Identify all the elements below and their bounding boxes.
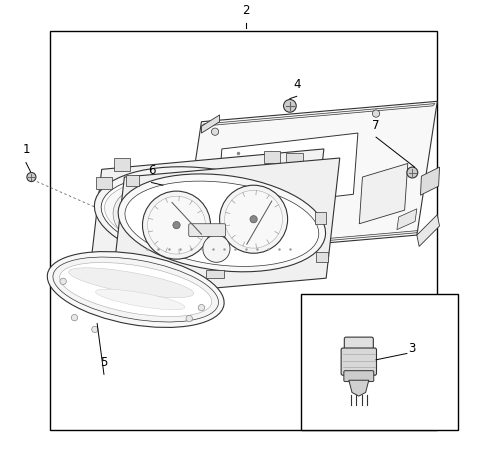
Bar (301, 294, 457, 430)
Circle shape (407, 167, 418, 178)
Circle shape (27, 173, 36, 181)
Polygon shape (181, 226, 204, 256)
Polygon shape (183, 230, 418, 253)
Circle shape (198, 305, 204, 311)
Circle shape (186, 316, 192, 322)
Bar (316, 252, 327, 262)
Polygon shape (181, 169, 202, 199)
Bar (315, 213, 326, 224)
Text: 1: 1 (22, 143, 30, 156)
Circle shape (284, 99, 296, 112)
Text: 4: 4 (293, 78, 300, 91)
Bar (302, 211, 318, 224)
Polygon shape (397, 209, 417, 229)
FancyBboxPatch shape (344, 371, 374, 382)
Circle shape (372, 110, 380, 117)
Ellipse shape (96, 289, 185, 310)
FancyBboxPatch shape (344, 337, 373, 354)
Polygon shape (111, 158, 340, 297)
Circle shape (219, 185, 288, 253)
Polygon shape (202, 115, 219, 133)
Polygon shape (417, 215, 440, 246)
Ellipse shape (95, 167, 313, 267)
Circle shape (211, 128, 219, 135)
Ellipse shape (248, 187, 291, 230)
Circle shape (143, 191, 211, 259)
Circle shape (250, 216, 257, 223)
Text: 7: 7 (372, 119, 380, 132)
FancyBboxPatch shape (341, 348, 376, 375)
Polygon shape (181, 101, 437, 256)
Bar (206, 270, 224, 278)
Bar (299, 249, 315, 262)
Polygon shape (420, 167, 440, 195)
Ellipse shape (69, 268, 194, 298)
Circle shape (203, 235, 230, 262)
Ellipse shape (179, 183, 242, 237)
FancyBboxPatch shape (189, 224, 226, 236)
Bar (49, 31, 437, 430)
Circle shape (148, 196, 205, 254)
Ellipse shape (113, 187, 177, 242)
Ellipse shape (125, 181, 319, 267)
Polygon shape (202, 104, 435, 126)
Polygon shape (88, 149, 324, 287)
Text: 6: 6 (148, 164, 156, 177)
Ellipse shape (101, 174, 306, 262)
Text: 3: 3 (408, 342, 416, 355)
Circle shape (92, 326, 98, 333)
Bar (286, 153, 302, 165)
Polygon shape (359, 164, 408, 224)
Polygon shape (217, 133, 358, 210)
Ellipse shape (105, 178, 303, 258)
Bar (126, 175, 139, 186)
Circle shape (60, 278, 66, 284)
Ellipse shape (53, 257, 218, 322)
Bar (114, 158, 130, 171)
Text: 5: 5 (100, 356, 108, 369)
Bar (264, 151, 280, 164)
Bar (96, 177, 112, 189)
Text: 2: 2 (242, 4, 250, 16)
Ellipse shape (48, 251, 224, 327)
Polygon shape (349, 380, 369, 396)
Circle shape (225, 191, 283, 248)
Circle shape (72, 315, 78, 321)
Circle shape (173, 222, 180, 229)
Ellipse shape (60, 262, 212, 316)
Ellipse shape (307, 176, 336, 195)
Ellipse shape (118, 174, 325, 272)
